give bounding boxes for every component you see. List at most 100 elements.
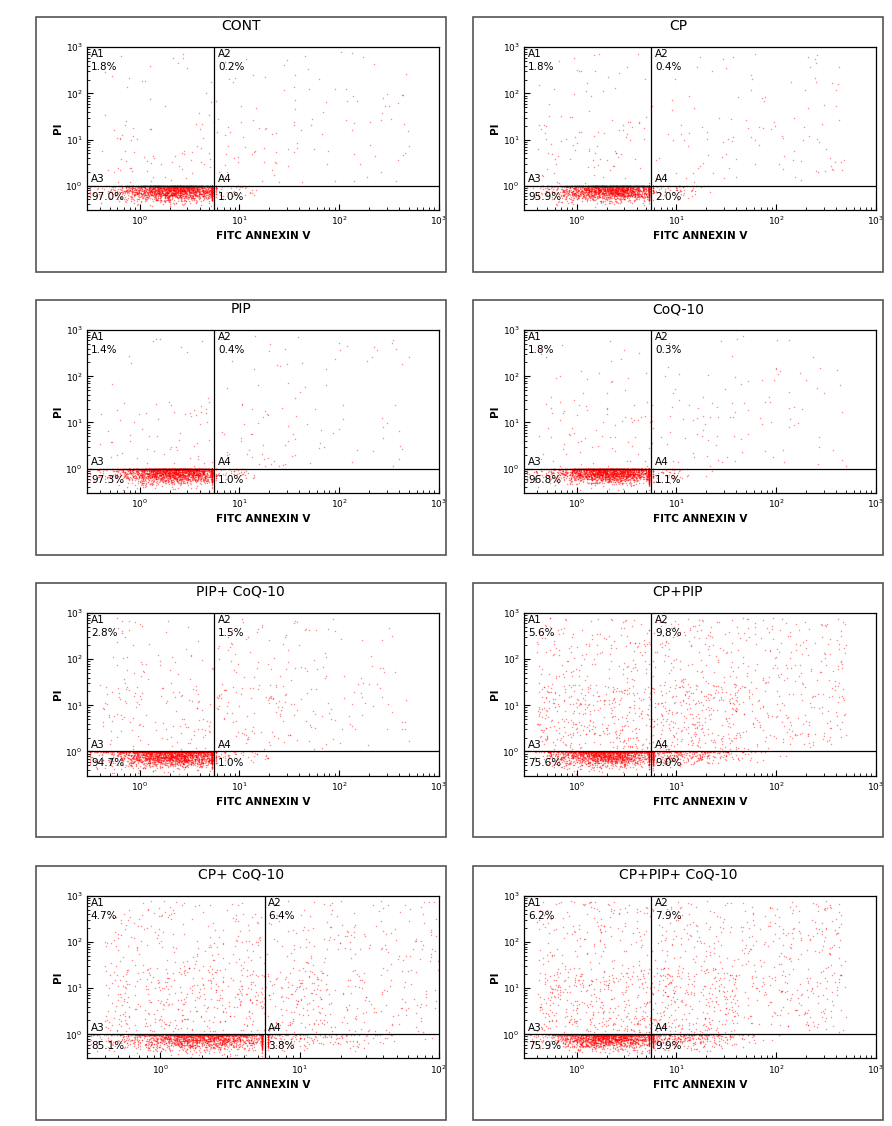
Point — [153, 743, 168, 761]
Point — [624, 465, 639, 483]
Point — [169, 465, 183, 483]
Point — [140, 750, 154, 768]
Point — [136, 465, 151, 483]
Point — [566, 744, 580, 762]
Point — [205, 743, 219, 761]
Point — [205, 758, 219, 776]
Point — [242, 1039, 256, 1057]
Point — [677, 1037, 691, 1055]
Point — [595, 1002, 609, 1020]
Point — [596, 177, 610, 195]
Point — [598, 466, 612, 484]
Point — [144, 743, 158, 761]
Point — [600, 459, 615, 477]
Point — [629, 461, 643, 479]
Point — [727, 1007, 741, 1025]
Point — [670, 730, 684, 748]
Point — [582, 102, 596, 120]
Point — [610, 177, 624, 195]
Point — [772, 667, 786, 685]
Point — [576, 459, 591, 477]
Point — [749, 738, 764, 756]
Point — [230, 1046, 244, 1064]
Point — [602, 471, 616, 489]
Point — [158, 459, 172, 477]
Point — [167, 749, 181, 767]
Point — [175, 743, 189, 761]
Point — [152, 466, 166, 484]
Point — [207, 950, 221, 968]
Point — [649, 1028, 664, 1046]
Point — [601, 745, 615, 763]
Point — [202, 194, 217, 212]
Point — [593, 459, 607, 477]
Point — [704, 731, 718, 749]
Point — [169, 1027, 184, 1045]
Point — [180, 470, 194, 488]
Point — [293, 991, 308, 1009]
Point — [205, 459, 219, 477]
Point — [156, 749, 170, 767]
Point — [578, 465, 592, 483]
Point — [642, 467, 657, 485]
Point — [647, 459, 661, 477]
Point — [731, 625, 745, 643]
Point — [198, 187, 212, 205]
Point — [642, 178, 657, 196]
Point — [283, 726, 297, 744]
Point — [205, 464, 219, 482]
Point — [647, 1026, 661, 1044]
Point — [567, 423, 582, 441]
Point — [642, 470, 657, 488]
Point — [623, 177, 637, 195]
Point — [614, 752, 628, 770]
Point — [599, 180, 614, 198]
Point — [162, 995, 177, 1013]
Point — [670, 991, 684, 1009]
Point — [186, 1031, 201, 1049]
Point — [569, 1034, 583, 1052]
Text: CP+PIP: CP+PIP — [653, 586, 703, 599]
Point — [201, 1030, 215, 1048]
Point — [161, 466, 176, 484]
Point — [603, 459, 617, 477]
Point — [634, 468, 648, 486]
Point — [140, 184, 154, 202]
Point — [83, 459, 97, 477]
Point — [158, 191, 172, 209]
Point — [654, 1034, 668, 1052]
Point — [608, 177, 623, 195]
Point — [260, 1035, 275, 1053]
Point — [731, 695, 746, 713]
Point — [670, 743, 684, 761]
Point — [546, 459, 560, 477]
Point — [193, 468, 207, 486]
Point — [627, 459, 641, 477]
Point — [658, 685, 673, 703]
Point — [195, 462, 210, 480]
Point — [597, 177, 611, 195]
Point — [195, 750, 210, 768]
Point — [190, 464, 204, 482]
Point — [830, 981, 845, 999]
Point — [602, 184, 616, 202]
Point — [642, 459, 657, 477]
Point — [156, 459, 170, 477]
Point — [640, 1026, 654, 1044]
Point — [671, 962, 685, 980]
Point — [573, 466, 587, 484]
Point — [126, 177, 140, 195]
Point — [178, 749, 192, 767]
Point — [255, 1038, 269, 1056]
Point — [179, 1036, 194, 1054]
Point — [171, 180, 186, 198]
Point — [614, 180, 628, 198]
Point — [607, 1030, 622, 1048]
Point — [606, 743, 620, 761]
Point — [142, 1004, 156, 1022]
Point — [125, 464, 139, 482]
Point — [617, 184, 632, 202]
Point — [194, 459, 208, 477]
Point — [149, 189, 163, 207]
Point — [575, 177, 590, 195]
